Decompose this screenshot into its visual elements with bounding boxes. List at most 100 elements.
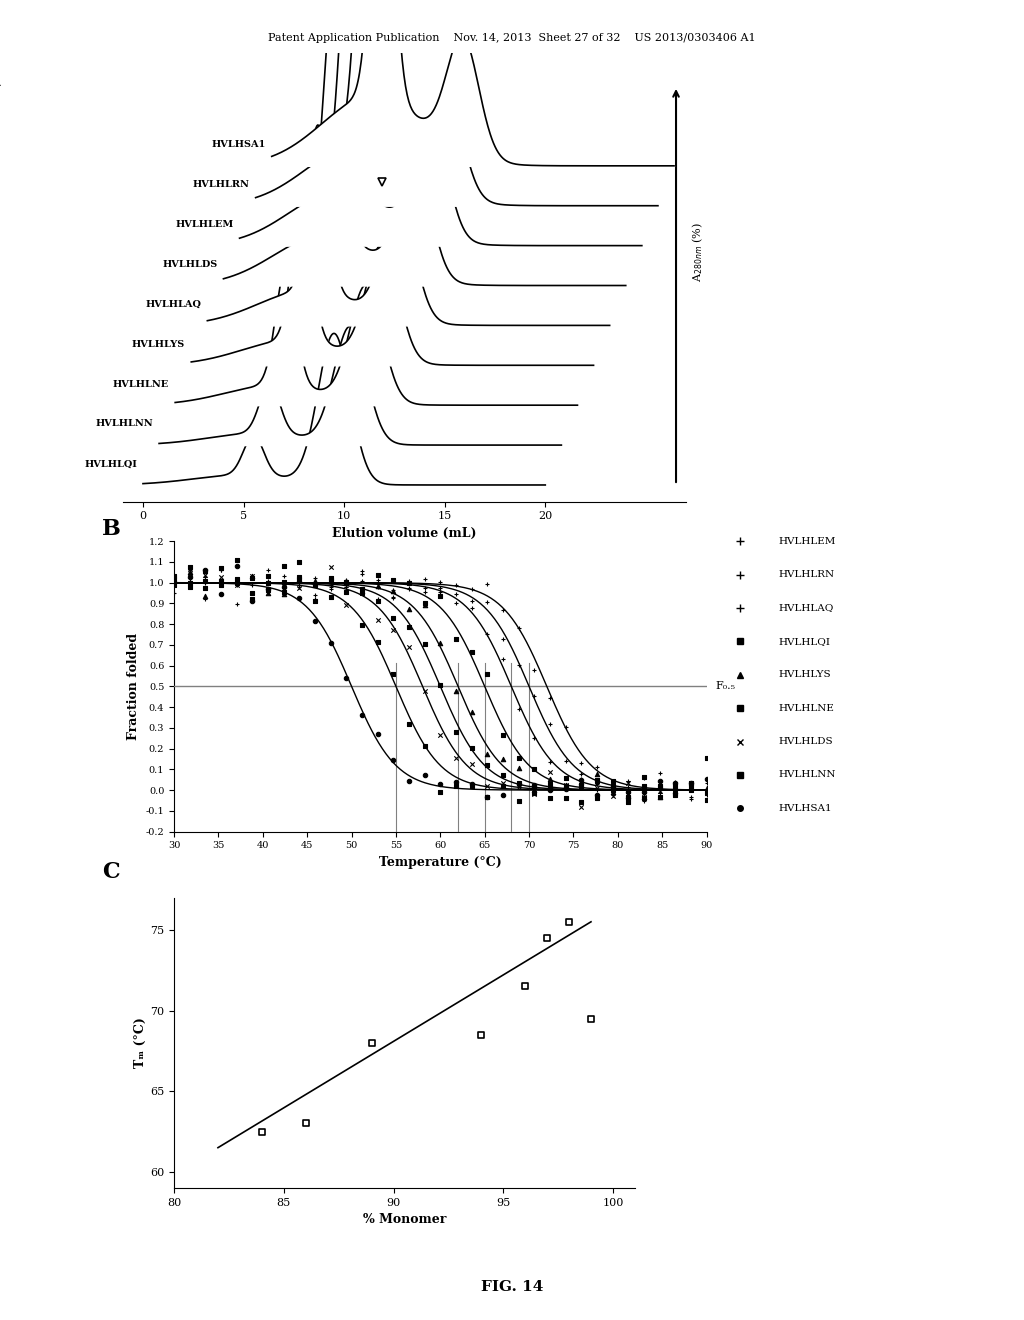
Text: C: C bbox=[102, 861, 120, 883]
Point bbox=[228, 594, 245, 615]
Point bbox=[698, 768, 715, 789]
Point bbox=[291, 577, 307, 598]
Point bbox=[307, 570, 324, 591]
Point bbox=[181, 562, 198, 583]
Point bbox=[291, 576, 307, 597]
Point bbox=[557, 775, 573, 796]
Point bbox=[323, 570, 339, 591]
Text: F₀.₅: F₀.₅ bbox=[716, 681, 735, 692]
Point bbox=[464, 701, 480, 722]
Point bbox=[291, 552, 307, 573]
Point bbox=[573, 775, 590, 796]
Point bbox=[526, 780, 543, 801]
Point bbox=[621, 771, 637, 792]
Point bbox=[181, 561, 198, 582]
Point bbox=[417, 634, 433, 655]
Point bbox=[651, 785, 668, 807]
Point bbox=[354, 582, 371, 603]
Point bbox=[683, 772, 699, 793]
Point bbox=[385, 587, 401, 609]
Point bbox=[621, 791, 637, 812]
Point bbox=[338, 576, 354, 597]
Point bbox=[370, 589, 386, 610]
Point bbox=[166, 572, 182, 593]
Point bbox=[589, 777, 605, 799]
Point bbox=[354, 581, 371, 602]
Point bbox=[447, 748, 464, 770]
Point bbox=[604, 779, 621, 800]
Point bbox=[244, 590, 260, 611]
Y-axis label: Tₘ (°C): Tₘ (°C) bbox=[134, 1018, 147, 1068]
Point bbox=[213, 557, 229, 578]
Point bbox=[604, 777, 621, 799]
Text: HVLHLYS: HVLHLYS bbox=[132, 339, 185, 348]
Point bbox=[385, 581, 401, 602]
Point bbox=[510, 772, 526, 793]
Point bbox=[213, 574, 229, 595]
Point bbox=[589, 770, 605, 791]
Point bbox=[400, 771, 417, 792]
Point bbox=[354, 570, 371, 591]
Point bbox=[636, 776, 652, 797]
Point bbox=[417, 764, 433, 785]
Point bbox=[291, 572, 307, 593]
Point bbox=[275, 577, 292, 598]
Point bbox=[573, 772, 590, 793]
Point bbox=[557, 779, 573, 800]
Point bbox=[260, 578, 276, 599]
Point bbox=[338, 576, 354, 597]
Point bbox=[651, 777, 668, 799]
Point bbox=[417, 581, 433, 602]
Point bbox=[307, 574, 324, 595]
Text: B: B bbox=[102, 517, 121, 540]
Point bbox=[432, 774, 449, 795]
Point bbox=[338, 582, 354, 603]
Point bbox=[338, 569, 354, 590]
Text: HVLHLEM: HVLHLEM bbox=[778, 537, 836, 545]
Point bbox=[667, 784, 683, 805]
Point bbox=[166, 576, 182, 597]
Point bbox=[651, 787, 668, 808]
Point bbox=[557, 767, 573, 788]
Point bbox=[510, 655, 526, 676]
Point bbox=[291, 568, 307, 589]
Point bbox=[244, 566, 260, 587]
Point bbox=[464, 598, 480, 619]
Point bbox=[181, 572, 198, 593]
Point bbox=[198, 560, 214, 581]
Point bbox=[495, 764, 511, 785]
Point bbox=[495, 628, 511, 649]
Point bbox=[254, 1121, 270, 1142]
Point bbox=[260, 570, 276, 591]
Point bbox=[198, 570, 214, 591]
Text: HVLHLAQ: HVLHLAQ bbox=[145, 300, 202, 309]
Point bbox=[275, 574, 292, 595]
Point bbox=[323, 570, 339, 591]
Point bbox=[400, 570, 417, 591]
Point bbox=[260, 560, 276, 581]
Point bbox=[573, 752, 590, 774]
Point bbox=[698, 777, 715, 799]
Point bbox=[370, 632, 386, 653]
Point bbox=[213, 583, 229, 605]
Point bbox=[683, 776, 699, 797]
Point bbox=[557, 776, 573, 797]
Point bbox=[417, 593, 433, 614]
Point bbox=[417, 569, 433, 590]
Point bbox=[213, 570, 229, 591]
Point bbox=[510, 758, 526, 779]
Point bbox=[244, 574, 260, 595]
Text: HVLHLNE: HVLHLNE bbox=[778, 704, 835, 713]
Point bbox=[510, 776, 526, 797]
Point bbox=[275, 566, 292, 587]
Point bbox=[400, 577, 417, 598]
Point bbox=[589, 763, 605, 784]
Point bbox=[447, 681, 464, 702]
Point bbox=[479, 624, 496, 645]
Point bbox=[698, 772, 715, 793]
Point bbox=[307, 568, 324, 589]
Point bbox=[573, 763, 590, 784]
Point bbox=[542, 774, 558, 795]
Point bbox=[166, 569, 182, 590]
Point bbox=[557, 774, 573, 795]
